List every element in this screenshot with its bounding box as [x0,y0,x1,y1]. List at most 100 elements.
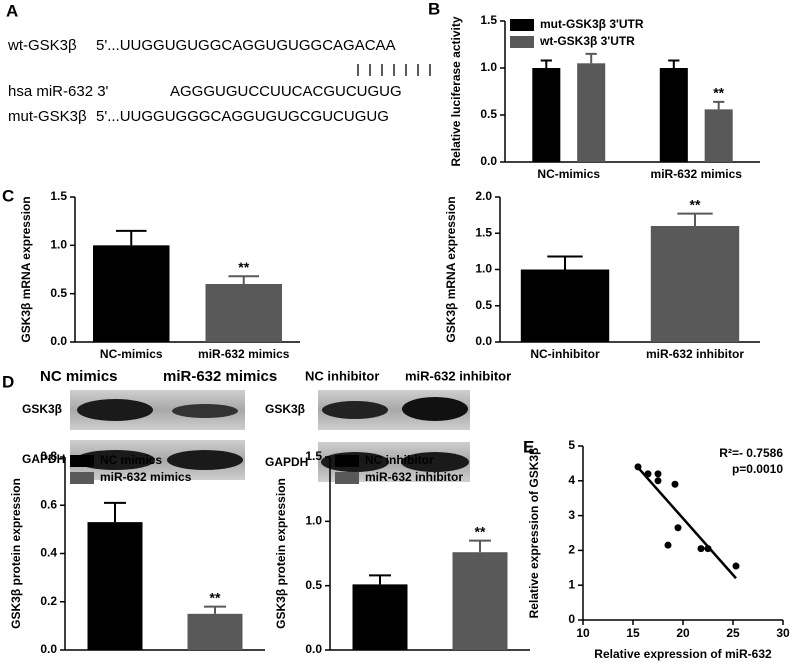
legend-label: miR-632 mimics [100,470,192,484]
y-tick-label: 1.5 [475,225,492,239]
significance: ** [713,85,724,101]
point [704,545,712,553]
error-bar [115,229,147,246]
point [644,470,652,478]
legend-swatch [510,19,534,31]
bar [187,613,243,650]
bar [93,245,170,342]
pairing-bars [357,64,431,76]
y-tick-label: 4 [568,473,575,487]
y-tick-label: 0 [568,612,575,626]
error-bar [104,501,126,523]
x-tick-label: miR-632 mimics [198,347,290,361]
y-axis-label: Relative expression of GSK3β [527,448,541,619]
y-tick-label: 3 [568,508,575,522]
legend-label: wt-GSK3β 3'UTR [539,34,635,48]
y-tick-label: 1 [568,577,575,591]
y-tick-label: 0.0 [480,154,497,168]
legend-swatch [70,472,94,484]
bar [659,68,688,162]
x-tick-label: miR-632 inhibitor [646,347,744,361]
error-bar [677,212,713,226]
x-axis-label: Relative expression of miR-632 [594,647,772,661]
legend-swatch [335,472,359,484]
bar [352,584,408,650]
blot-row-label: GAPDH [22,452,65,466]
annotation: R²=- 0.7586 [719,446,783,460]
y-tick-label: 0.6 [40,497,57,511]
point [664,541,672,549]
y-tick-label: 0.5 [480,107,497,121]
y-tick-label: 0.5 [475,298,492,312]
y-axis-label: GSK3β protein expression [9,478,23,629]
point [671,480,679,488]
error-bar [540,59,552,68]
y-axis-label: Relative luciferase activity [449,16,463,166]
y-tick-label: 0.5 [305,578,322,592]
y-tick-label: 0.4 [40,546,57,560]
y-tick-label: 0.0 [40,642,57,656]
y-tick-label: 1.0 [305,514,322,528]
bar [577,63,606,162]
y-axis-label: GSK3β mRNA expression [444,196,458,342]
seq-label: hsa miR-632 3' [8,83,109,100]
blot-header: miR-632 inhibitor [405,368,511,383]
point [634,463,642,471]
panel-label: D [2,372,14,391]
y-tick-label: 0.0 [475,334,492,348]
x-tick-label: 25 [726,626,740,640]
error-bar [469,539,491,553]
panel-label: E [523,437,534,456]
y-tick-label: 0.0 [50,334,67,348]
error-bar [547,255,583,270]
seq-label: mut-GSK3β [8,108,87,125]
blot-row-label: GAPDH [265,455,308,469]
panel-label: C [2,186,14,205]
x-tick-label: NC-mimics [537,167,600,181]
panel-label: B [428,0,440,18]
legend-label: NC mimics [100,453,162,467]
blot-row-label: GSK3β [265,402,305,416]
error-bar [204,605,226,614]
y-tick-label: 1.5 [50,189,67,203]
point [654,470,662,478]
y-tick-label: 1.5 [480,13,497,27]
legend-swatch [70,455,94,467]
y-tick-label: 1.5 [305,449,322,463]
blot-header: NC mimics [40,368,118,385]
y-tick-label: 0.8 [40,449,57,463]
bar [205,284,282,342]
error-bar [713,100,725,110]
bar [532,68,561,162]
point [732,562,740,570]
legend-label: NC inhibitor [365,453,434,467]
seq-label: wt-GSK3β [7,37,77,54]
y-tick-label: 0.2 [40,594,57,608]
bar [520,269,610,342]
point [674,524,682,532]
error-bar [228,275,260,284]
x-tick-label: NC-inhibitor [530,347,600,361]
legend-label: miR-632 inhibitor [365,470,463,484]
sequence: AGGGUGUCCUUCACGUCUGUG [170,83,402,100]
error-bar [668,59,680,68]
sequence: 5'...UUGGUGGGCAGGUGUGCGUCUGUG [96,108,389,125]
significance: ** [210,589,221,605]
y-axis-label: GSK3β mRNA expression [19,196,33,342]
y-tick-label: 1.0 [480,60,497,74]
blot-header: NC inhibitor [305,368,379,383]
y-tick-label: 2.0 [475,189,492,203]
x-tick-label: 30 [776,626,790,640]
y-tick-label: 1.0 [475,262,492,276]
significance: ** [475,523,486,539]
x-tick-label: 15 [626,626,640,640]
blot-row-label: GSK3β [22,402,62,416]
significance: ** [238,259,249,275]
bar [452,552,508,650]
blot-header: miR-632 mimics [163,368,277,385]
annotation: p=0.0010 [732,462,783,476]
bar [87,522,143,650]
bar [650,226,740,342]
y-tick-label: 0.5 [50,286,67,300]
